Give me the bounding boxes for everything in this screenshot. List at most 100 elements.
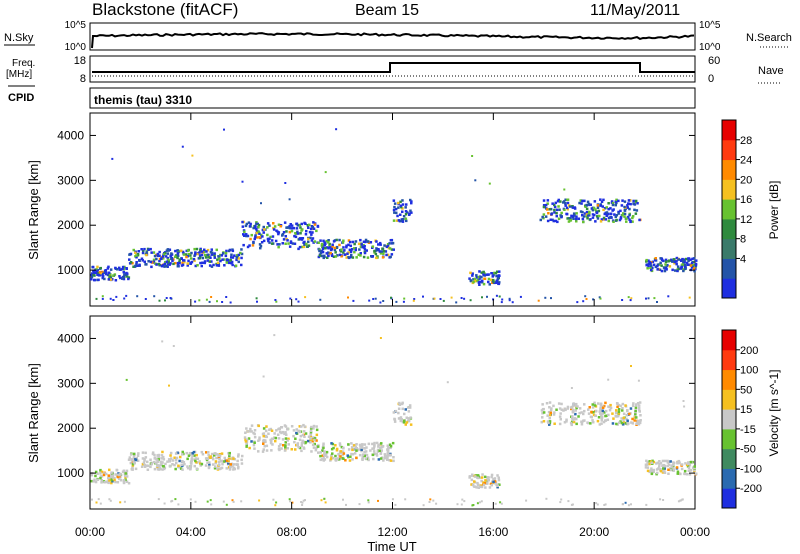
ground-pixel bbox=[567, 500, 570, 503]
scatter-pixel bbox=[581, 420, 584, 423]
scatter-pixel bbox=[284, 425, 288, 428]
outlier-pixel bbox=[324, 171, 327, 174]
ground-pixel bbox=[677, 500, 680, 503]
scatter-pixel bbox=[409, 198, 412, 202]
ground-pixel bbox=[412, 299, 415, 302]
scatter-pixel bbox=[403, 412, 406, 416]
scatter-pixel bbox=[551, 202, 554, 205]
scatter-pixel bbox=[331, 243, 334, 246]
scatter-pixel bbox=[685, 473, 689, 476]
scatter-pixel bbox=[241, 220, 244, 224]
scatter-pixel bbox=[546, 202, 549, 205]
scatter-pixel bbox=[195, 247, 199, 251]
y-tick-label: 2000 bbox=[57, 218, 84, 232]
scatter-pixel bbox=[329, 459, 332, 462]
scatter-pixel bbox=[625, 414, 629, 417]
scatter-pixel bbox=[251, 244, 255, 247]
scatter-pixel bbox=[179, 467, 183, 470]
scatter-pixel bbox=[207, 453, 210, 457]
scatter-pixel bbox=[359, 245, 363, 249]
scatter-pixel bbox=[397, 206, 400, 209]
scatter-pixel bbox=[333, 248, 337, 252]
scatter-pixel bbox=[187, 252, 191, 256]
scatter-pixel bbox=[100, 478, 103, 482]
ground-pixel bbox=[395, 300, 398, 303]
scatter-pixel bbox=[296, 224, 300, 227]
scatter-pixel bbox=[205, 250, 208, 253]
scatter-pixel bbox=[377, 445, 380, 448]
scatter-pixel bbox=[203, 260, 207, 263]
scatter-pixel bbox=[684, 267, 687, 270]
scatter-pixel bbox=[190, 251, 193, 255]
ground-pixel bbox=[630, 297, 633, 300]
scatter-pixel bbox=[649, 266, 652, 269]
scatter-pixel bbox=[171, 463, 174, 466]
scatter-pixel bbox=[382, 249, 386, 253]
scatter-pixel bbox=[310, 450, 313, 453]
scatter-pixel bbox=[249, 427, 252, 431]
scatter-pixel bbox=[205, 451, 208, 454]
ground-pixel bbox=[288, 498, 291, 501]
scatter-pixel bbox=[312, 221, 315, 224]
scatter-pixel bbox=[239, 251, 242, 255]
scatter-pixel bbox=[647, 262, 651, 266]
scatter-pixel bbox=[603, 411, 606, 414]
scatter-pixel bbox=[615, 218, 618, 222]
scatter-pixel bbox=[135, 457, 138, 460]
scatter-pixel bbox=[286, 439, 289, 442]
scatter-pixel bbox=[388, 443, 392, 446]
scatter-pixel bbox=[277, 223, 281, 226]
scatter-pixel bbox=[389, 445, 393, 448]
ground-pixel bbox=[681, 498, 684, 501]
scatter-pixel bbox=[309, 236, 312, 240]
scatter-pixel bbox=[307, 435, 311, 438]
scatter-pixel bbox=[180, 463, 183, 467]
scatter-pixel bbox=[549, 207, 553, 211]
scatter-pixel bbox=[652, 470, 655, 473]
scatter-pixel bbox=[100, 481, 103, 484]
scatter-pixel bbox=[573, 207, 577, 210]
ground-pixel bbox=[537, 299, 540, 302]
scatter-pixel bbox=[199, 462, 202, 465]
scatter-pixel bbox=[542, 205, 546, 209]
scatter-pixel bbox=[181, 468, 184, 471]
outlier-pixel bbox=[161, 340, 164, 343]
scatter-pixel bbox=[260, 241, 264, 244]
scatter-pixel bbox=[394, 207, 398, 211]
scatter-pixel bbox=[498, 483, 501, 486]
scatter-pixel bbox=[388, 242, 391, 245]
scatter-pixel bbox=[478, 270, 481, 273]
scatter-pixel bbox=[484, 486, 487, 489]
scatter-pixel bbox=[672, 467, 675, 470]
scatter-pixel bbox=[372, 457, 375, 461]
scatter-pixel bbox=[597, 209, 601, 213]
scatter-pixel bbox=[321, 458, 324, 461]
scatter-pixel bbox=[609, 207, 612, 210]
scatter-pixel bbox=[329, 251, 332, 255]
scatter-pixel bbox=[135, 256, 138, 259]
ground-pixel bbox=[667, 295, 670, 298]
scatter-pixel bbox=[693, 468, 696, 471]
scatter-pixel bbox=[380, 250, 383, 253]
scatter-pixel bbox=[258, 232, 261, 235]
scatter-pixel bbox=[186, 262, 189, 265]
scatter-pixel bbox=[311, 443, 315, 447]
scatter-pixel bbox=[174, 261, 177, 265]
scatter-pixel bbox=[244, 438, 247, 442]
scatter-pixel bbox=[97, 278, 100, 282]
scatter-pixel bbox=[310, 239, 314, 242]
scatter-pixel bbox=[132, 456, 136, 459]
scatter-pixel bbox=[138, 259, 141, 262]
scatter-pixel bbox=[631, 220, 634, 223]
scatter-pixel bbox=[208, 264, 212, 267]
scatter-pixel bbox=[273, 432, 276, 435]
scatter-pixel bbox=[189, 466, 192, 470]
scatter-pixel bbox=[188, 452, 192, 455]
scatter-pixel bbox=[688, 463, 692, 467]
colorbar-segment bbox=[722, 238, 736, 259]
scatter-pixel bbox=[170, 457, 173, 460]
scatter-pixel bbox=[134, 467, 138, 471]
scatter-pixel bbox=[321, 449, 324, 452]
scatter-pixel bbox=[574, 217, 578, 221]
scatter-pixel bbox=[622, 212, 625, 215]
